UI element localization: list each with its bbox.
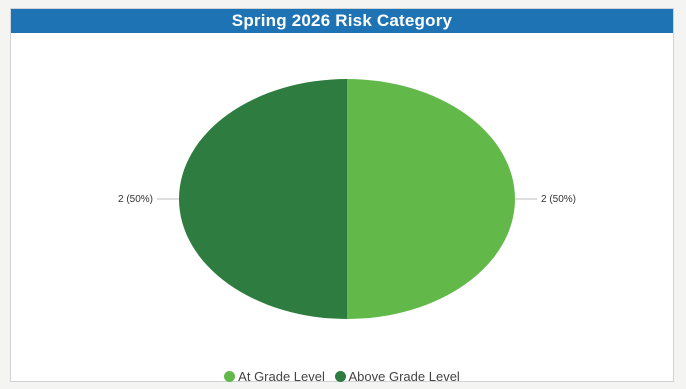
legend: At Grade Level Above Grade Level <box>11 369 673 385</box>
chart-panel: Spring 2026 Risk Category 2 (50%) 2 (50%)… <box>10 8 674 382</box>
pie-chart: 2 (50%) 2 (50%) <box>11 9 675 383</box>
data-label: 2 (50%) <box>541 194 576 205</box>
pie-slice-above-grade-level[interactable] <box>179 79 347 319</box>
legend-label-at-grade-level: At Grade Level <box>238 369 325 384</box>
pie-slice-at-grade-level[interactable] <box>347 79 515 319</box>
legend-swatch-at-grade-level <box>224 371 235 382</box>
legend-swatch-above-grade-level <box>335 371 346 382</box>
legend-label-above-grade-level: Above Grade Level <box>349 369 460 384</box>
legend-item-at-grade-level[interactable]: At Grade Level <box>224 369 325 384</box>
legend-item-above-grade-level[interactable]: Above Grade Level <box>335 369 460 384</box>
data-label: 2 (50%) <box>118 194 153 205</box>
